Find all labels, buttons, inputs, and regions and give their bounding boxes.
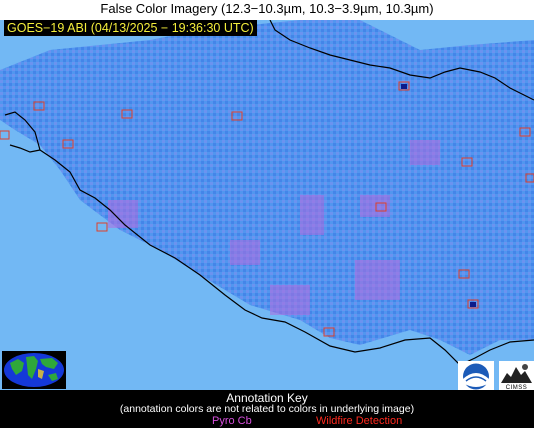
detection-box <box>33 101 45 111</box>
detection-box <box>375 202 387 212</box>
detection-box <box>96 222 108 232</box>
annotation-key-note: (annotation colors are not related to co… <box>119 403 415 415</box>
cimss-emblem-icon <box>501 364 532 383</box>
detection-box <box>519 127 531 137</box>
coastline <box>4 111 534 366</box>
satellite-map <box>0 20 534 390</box>
detection-box <box>458 269 470 279</box>
timestamp-label: GOES−19 ABI (04/13/2025 − 19:36:30 UTC) <box>4 20 257 36</box>
image-title: False Color Imagery (12.3−10.3µm, 10.3−3… <box>100 1 434 16</box>
pyro-patches <box>108 140 440 315</box>
map-svg <box>0 20 534 390</box>
wildfire-legend: Wildfire Detection <box>316 415 403 427</box>
detection-box <box>231 111 243 121</box>
coast-segment <box>9 144 41 153</box>
annotation-key-title: Annotation Key <box>226 391 308 405</box>
noaa-logo-icon <box>458 361 494 392</box>
detection-box <box>398 81 410 91</box>
detection-box <box>323 327 335 337</box>
title-bar: False Color Imagery (12.3−10.3µm, 10.3−3… <box>0 0 534 20</box>
cimss-text: CIMSS <box>505 385 528 391</box>
cimss-logo: CIMSS <box>499 361 534 392</box>
detection-box <box>0 130 10 140</box>
detection-box <box>467 299 479 309</box>
globe-icon <box>2 351 66 389</box>
hotspot-pixels <box>401 84 476 307</box>
pyro-cb-legend: Pyro Cb <box>212 415 252 427</box>
detection-box <box>62 139 74 149</box>
detection-box <box>461 157 473 167</box>
cloud-region <box>0 20 534 355</box>
detection-box <box>121 109 133 119</box>
wildfire-detections <box>0 81 534 337</box>
annotation-key: Annotation Key (annotation colors are no… <box>0 390 534 428</box>
detection-box <box>525 173 534 183</box>
northern-coastline <box>269 20 534 101</box>
